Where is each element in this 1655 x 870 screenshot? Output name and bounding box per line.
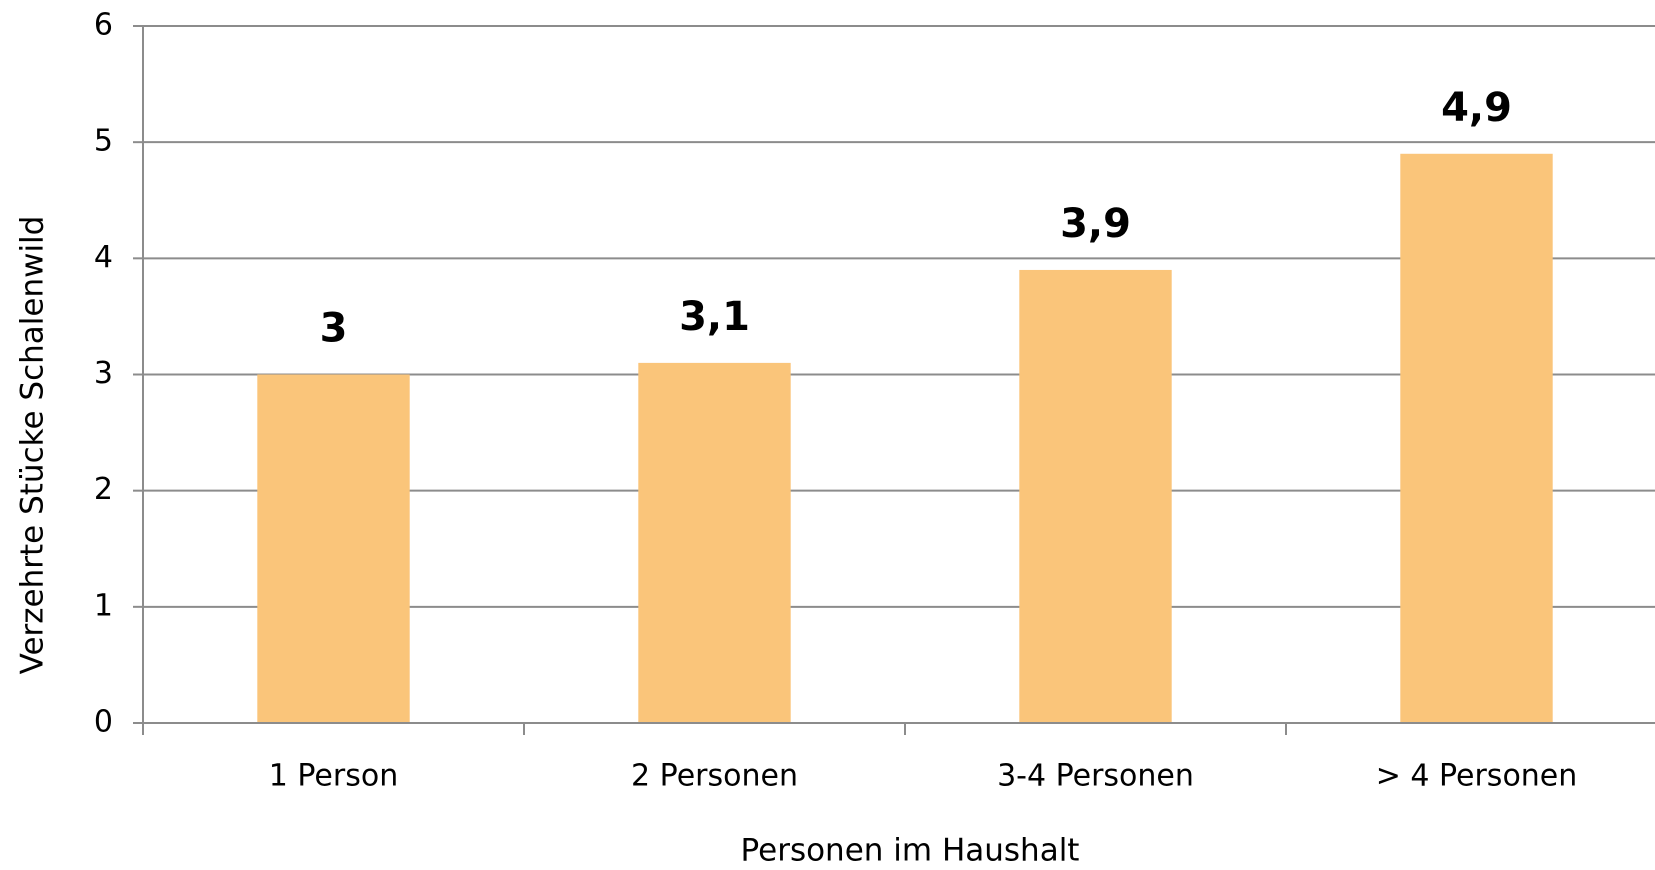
y-tick-label: 5 — [94, 124, 113, 159]
value-label: 4,9 — [1441, 85, 1512, 131]
x-tick-label: 3-4 Personen — [997, 759, 1194, 794]
x-tick-label: 1 Person — [269, 759, 398, 794]
value-label: 3,1 — [679, 294, 750, 340]
y-tick-label: 1 — [94, 588, 113, 623]
y-axis-title: Verzehrte Stücke Schalenwild — [15, 216, 51, 675]
value-label: 3,9 — [1060, 201, 1131, 247]
x-tick-label: 2 Personen — [631, 759, 798, 794]
value-label: 3 — [320, 306, 348, 352]
bar — [638, 362, 791, 723]
y-tick-label: 3 — [94, 356, 113, 391]
y-tick-label: 0 — [94, 705, 113, 740]
bar — [257, 374, 410, 723]
y-tick-label: 6 — [94, 8, 113, 43]
y-tick-label: 2 — [94, 472, 113, 507]
y-tick-label: 4 — [94, 240, 113, 275]
x-axis-title: Personen im Haushalt — [741, 833, 1080, 869]
x-tick-label: > 4 Personen — [1376, 759, 1578, 794]
bar — [1019, 269, 1172, 723]
bar — [1400, 153, 1553, 724]
